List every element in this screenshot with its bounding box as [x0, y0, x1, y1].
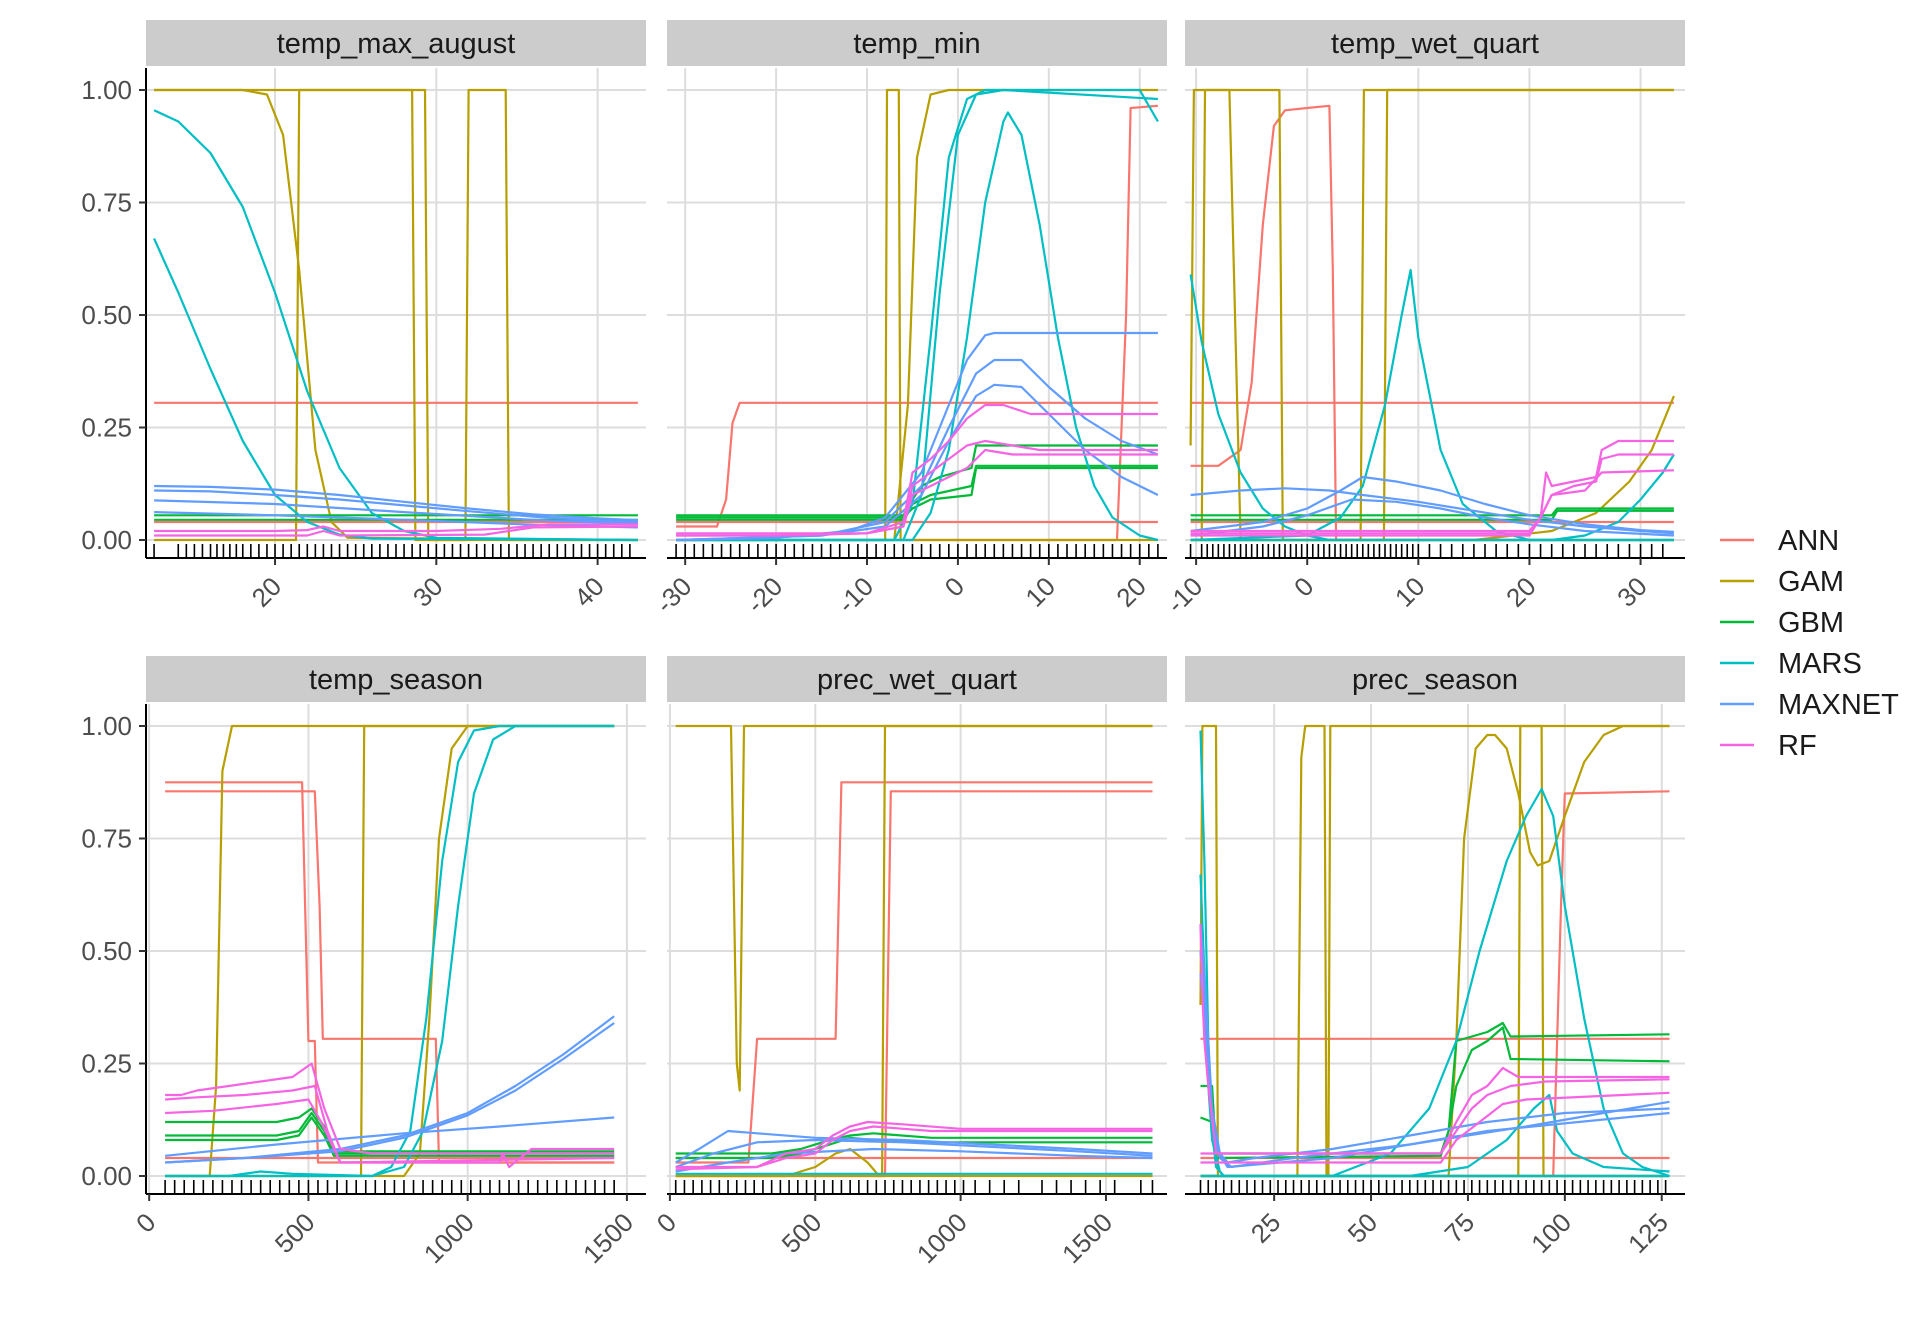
legend-label: GAM	[1778, 566, 1844, 598]
series-line-ann	[676, 401, 1158, 528]
y-tick-label: 0.50	[81, 936, 132, 966]
facet-title: temp_max_august	[277, 28, 516, 60]
series-group	[164, 724, 615, 1178]
y-tick-label: 0.00	[81, 1161, 132, 1191]
series-line-rf	[154, 525, 638, 537]
facet-title: prec_wet_quart	[817, 664, 1017, 696]
series-line-mars	[676, 88, 1158, 542]
y-tick-label: 0.25	[81, 413, 132, 443]
series-group	[1189, 88, 1675, 542]
panel-background	[1185, 68, 1685, 558]
series-line-maxnet	[675, 1138, 1153, 1169]
y-tick-label: 1.00	[81, 711, 132, 741]
panel-background	[667, 68, 1167, 558]
legend-item-gbm: GBM	[1720, 607, 1844, 639]
panel-temp-min: temp_min-30 -20 -10 0 10 20	[650, 20, 1167, 619]
facet-strip	[1185, 656, 1685, 702]
series-line-gam	[675, 724, 1153, 1092]
series-line-rf	[676, 448, 1158, 535]
series-line-maxnet	[675, 1147, 1153, 1173]
series-line-gam	[165, 724, 615, 1178]
series-line-gam	[154, 88, 638, 542]
series-line-mars	[153, 109, 638, 542]
legend-label: ANN	[1778, 525, 1839, 557]
series-line-gbm	[1190, 507, 1674, 517]
series-line-maxnet	[676, 358, 1159, 542]
series-line-mars	[165, 724, 615, 1178]
series-line-rf	[1200, 1091, 1670, 1164]
series-group	[675, 724, 1153, 1178]
series-line-mars	[165, 724, 615, 1178]
y-tick-label: 0.25	[81, 1049, 132, 1079]
facet-strip	[146, 20, 646, 66]
y-tick-label: 1.00	[81, 75, 132, 105]
series-line-maxnet	[1190, 498, 1674, 537]
facet-strip	[1185, 20, 1685, 66]
series-line-mars	[1200, 787, 1670, 1178]
series-line-maxnet	[154, 499, 638, 525]
facet-title: temp_season	[309, 664, 483, 696]
y-tick-label: 0.00	[81, 525, 132, 555]
series-line-gbm	[1190, 509, 1674, 521]
series-line-rf	[1199, 923, 1670, 1155]
panel-background	[146, 68, 646, 558]
series-line-mars	[1189, 274, 1674, 542]
series-line-gbm	[165, 1116, 615, 1157]
facet-title: prec_season	[1352, 664, 1518, 696]
series-line-rf	[154, 523, 638, 533]
panel-background	[667, 704, 1167, 1194]
facet-strip	[667, 20, 1167, 66]
series-line-mars	[1200, 1093, 1670, 1178]
legend-item-mars: MARS	[1720, 648, 1862, 680]
legend-label: MAXNET	[1778, 689, 1899, 721]
series-line-gam	[154, 88, 638, 542]
series-line-maxnet	[1199, 928, 1670, 1164]
series-group	[1199, 724, 1670, 1178]
series-line-maxnet	[165, 1022, 615, 1164]
panel-temp-wet-quart: temp_wet_quart-10 0 10 20 30	[1161, 20, 1685, 619]
series-line-rf	[165, 1062, 615, 1155]
legend: ANN GAM GBM MARS MAXNET RF	[1720, 525, 1899, 762]
legend-item-rf: RF	[1720, 730, 1817, 762]
series-line-maxnet	[164, 1116, 615, 1157]
series-line-maxnet	[675, 1129, 1153, 1164]
y-tick-label: 0.75	[81, 188, 132, 218]
facet-strip	[146, 656, 646, 702]
legend-item-gam: GAM	[1720, 566, 1844, 598]
series-line-gam	[1200, 724, 1670, 1178]
facet-title: temp_wet_quart	[1331, 28, 1539, 60]
panel-background	[146, 704, 646, 1194]
series-line-maxnet	[1190, 475, 1674, 533]
legend-label: RF	[1778, 730, 1817, 762]
series-group	[676, 88, 1159, 542]
series-line-maxnet	[154, 489, 638, 524]
y-tick-label: 0.50	[81, 300, 132, 330]
series-group	[153, 88, 638, 542]
series-line-rf	[675, 1120, 1153, 1169]
series-line-mars	[1190, 453, 1675, 542]
series-line-maxnet	[1190, 487, 1674, 535]
legend-label: GBM	[1778, 607, 1844, 639]
facet-title: temp_min	[853, 28, 980, 60]
facet-strip	[667, 656, 1167, 702]
series-line-ann	[675, 781, 1153, 1164]
series-line-rf	[1190, 469, 1674, 537]
series-line-rf	[1200, 1078, 1670, 1155]
series-line-maxnet	[154, 511, 638, 529]
y-tick-label: 0.75	[81, 824, 132, 854]
panel-background	[1185, 704, 1685, 1194]
legend-item-ann: ANN	[1720, 525, 1839, 557]
series-line-maxnet	[154, 484, 638, 522]
series-line-rf	[675, 1125, 1153, 1171]
legend-item-maxnet: MAXNET	[1720, 689, 1899, 721]
legend-label: MARS	[1778, 648, 1862, 680]
series-line-rf	[165, 1098, 615, 1164]
